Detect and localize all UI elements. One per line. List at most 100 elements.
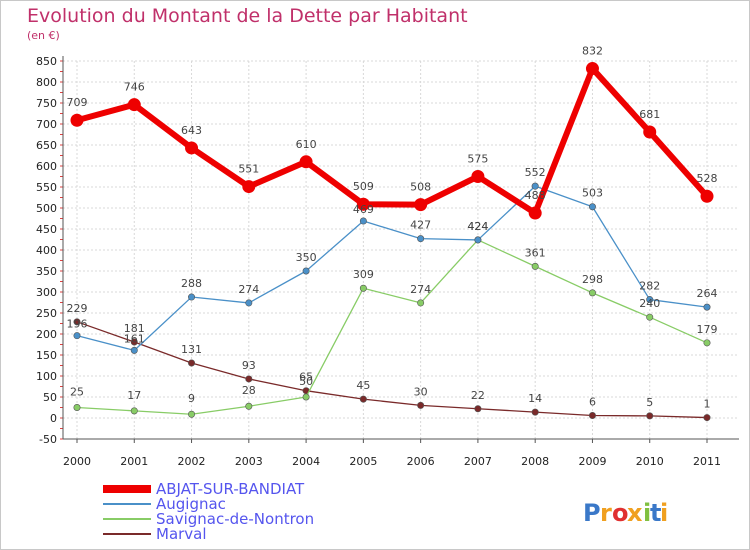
grid-lines [63, 60, 739, 440]
legend-label: Savignac-de-Nontron [156, 510, 314, 528]
data-point [588, 203, 596, 211]
data-point [646, 296, 654, 304]
data-label: 575 [467, 153, 488, 166]
x-tick-label: 2007 [464, 455, 492, 468]
data-label: 309 [353, 268, 374, 281]
x-tick-label: 2005 [349, 455, 377, 468]
data-point [245, 402, 253, 410]
data-point [70, 113, 84, 127]
data-label: 274 [410, 283, 431, 296]
y-tick-label: 400 [36, 244, 57, 257]
logo-letter: P [583, 499, 601, 527]
data-label: 50 [299, 375, 313, 388]
y-tick-label: 0 [50, 412, 57, 425]
x-tick-label: 2008 [521, 455, 549, 468]
data-label: 427 [410, 219, 431, 232]
data-point [245, 299, 253, 307]
x-tick-label: 2000 [63, 455, 91, 468]
y-tick-label: 750 [36, 97, 57, 110]
data-label: 528 [697, 172, 718, 185]
legend-label: ABJAT-SUR-BANDIAT [156, 480, 305, 498]
data-label: 5 [646, 396, 653, 409]
logo-letter: r [600, 499, 612, 527]
data-point [474, 236, 482, 244]
data-point [414, 198, 428, 212]
logo-letter: i [660, 499, 668, 527]
data-label: 93 [242, 359, 256, 372]
y-tick-label: -50 [39, 433, 57, 446]
data-point [188, 410, 196, 418]
data-label: 274 [238, 283, 259, 296]
data-label: 746 [124, 81, 145, 94]
data-point [130, 338, 138, 346]
data-label: 17 [127, 389, 141, 402]
data-label: 196 [67, 318, 88, 331]
data-point [588, 289, 596, 297]
data-point [245, 375, 253, 383]
data-label: 551 [238, 163, 259, 176]
x-tick-label: 2004 [292, 455, 320, 468]
data-point [356, 197, 370, 211]
data-label: 30 [414, 385, 428, 398]
data-point [188, 293, 196, 301]
data-point [127, 98, 141, 112]
y-tick-label: 100 [36, 370, 57, 383]
y-tick-label: 250 [36, 307, 57, 320]
data-point [703, 414, 711, 422]
y-tick-label: 350 [36, 265, 57, 278]
data-point [359, 284, 367, 292]
y-tick-label: 200 [36, 328, 57, 341]
series-line-ABJAT-SUR-BANDIAT [76, 65, 710, 217]
data-label: 161 [124, 332, 145, 345]
y-tick-label: 450 [36, 223, 57, 236]
chart-subtitle: (en €) [27, 29, 60, 42]
data-point [528, 206, 542, 220]
y-tick-label: 550 [36, 181, 57, 194]
data-label: 45 [356, 379, 370, 392]
data-point [185, 141, 199, 155]
x-tick-label: 2011 [693, 455, 721, 468]
data-label: 264 [697, 287, 718, 300]
x-axis: 2000 2001 2002 2003 2004 2005 2006 2007 2008 2009… [63, 438, 739, 468]
data-label: 9 [188, 392, 195, 405]
data-point [302, 393, 310, 401]
data-point [73, 403, 81, 411]
series-line-Marval [76, 321, 708, 419]
series-line-Augignac [76, 185, 708, 352]
y-tick-label: 850 [36, 55, 57, 68]
data-point [471, 170, 485, 183]
chart-title: Evolution du Montant de la Dette par Hab… [27, 5, 468, 27]
data-label: 22 [471, 389, 485, 402]
data-point [588, 411, 596, 419]
data-point [531, 262, 539, 270]
data-label: 552 [525, 166, 546, 179]
x-tick-label: 2006 [407, 455, 435, 468]
data-label: 488 [525, 189, 546, 202]
data-label: 1 [704, 398, 711, 411]
data-label: 179 [697, 323, 718, 336]
data-label: 503 [582, 187, 603, 200]
y-tick-label: 700 [36, 118, 57, 131]
data-label: 610 [296, 138, 317, 151]
data-point [531, 182, 539, 190]
data-point [703, 303, 711, 311]
data-label: 469 [353, 203, 374, 216]
data-label: 424 [467, 220, 488, 233]
data-point [585, 62, 599, 76]
data-label: 832 [582, 45, 603, 58]
data-point [474, 405, 482, 413]
logo-letter: o [612, 499, 629, 527]
data-point [188, 359, 196, 367]
data-point [700, 189, 714, 203]
series-line-Savignac-de-Nontron [76, 239, 708, 415]
x-tick-label: 2009 [578, 455, 606, 468]
legend: ABJAT-SUR-BANDIATAugignacSavignac-de-Non… [103, 480, 314, 543]
data-label: 28 [242, 384, 256, 397]
data-point [646, 412, 654, 420]
y-tick-label: 50 [43, 391, 57, 404]
data-point [73, 332, 81, 340]
data-point [643, 125, 657, 139]
x-tick-label: 2001 [120, 455, 148, 468]
